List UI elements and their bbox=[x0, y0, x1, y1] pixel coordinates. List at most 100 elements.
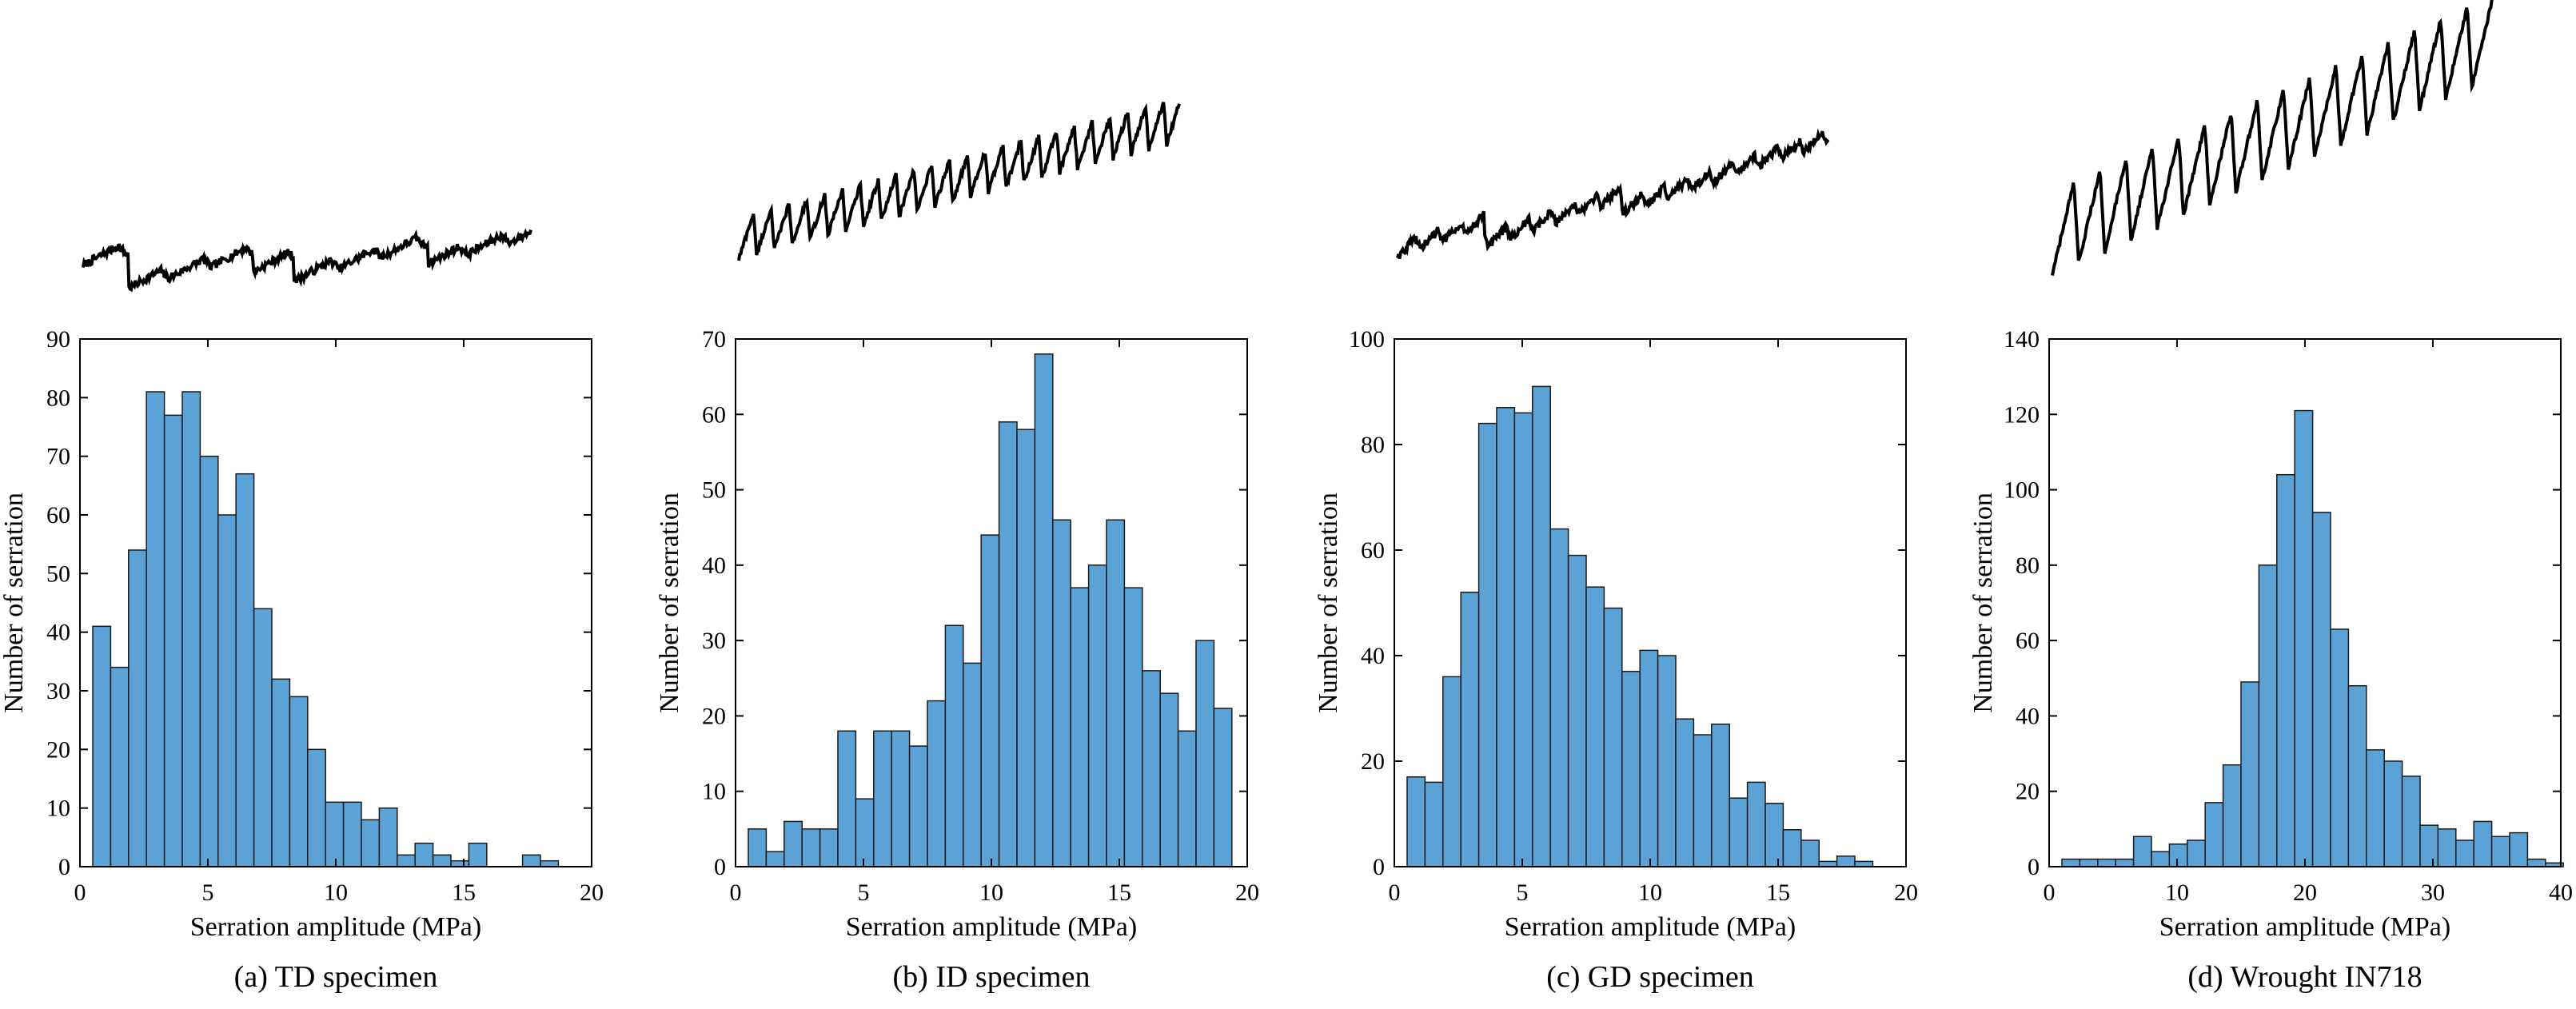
y-tick-label: 40 bbox=[702, 552, 726, 579]
histogram-bar bbox=[927, 700, 947, 867]
panel-c: 0 5 10 15 20 0 20 40 60 80 100 Serration amplitud… bbox=[1314, 128, 1918, 994]
histogram-bar bbox=[217, 514, 237, 867]
histogram-bars-c bbox=[1406, 385, 1874, 867]
y-tick-label: 80 bbox=[2016, 552, 2040, 579]
y-tick-label: 80 bbox=[1361, 432, 1385, 458]
x-tick-label: 20 bbox=[1894, 879, 1918, 906]
panel-caption-a: (a) TD specimen bbox=[234, 960, 438, 994]
histogram-bar bbox=[2509, 832, 2529, 867]
histogram-bar bbox=[146, 391, 165, 867]
y-tick-label: 0 bbox=[2028, 854, 2040, 880]
y-tick-label: 40 bbox=[2016, 703, 2040, 729]
y-tick-label: 60 bbox=[702, 401, 726, 428]
histogram-bar bbox=[92, 625, 112, 867]
histogram-bar bbox=[163, 414, 183, 867]
histogram-bar bbox=[1034, 353, 1054, 867]
histogram-bar bbox=[1603, 607, 1623, 867]
histogram-bar bbox=[801, 828, 821, 867]
histogram-bar bbox=[1460, 592, 1480, 867]
y-tick-label: 120 bbox=[2004, 401, 2040, 428]
x-ticks-d: 0 10 20 30 40 bbox=[2044, 339, 2573, 906]
histogram-bar bbox=[235, 473, 255, 867]
histogram-bar bbox=[2168, 843, 2188, 867]
histogram-bar bbox=[1513, 412, 1533, 867]
x-tick-label: 15 bbox=[452, 879, 476, 906]
x-tick-label: 20 bbox=[580, 879, 604, 906]
histogram-bar bbox=[271, 678, 291, 867]
x-tick-label: 0 bbox=[2044, 879, 2056, 906]
histogram-bar bbox=[837, 730, 857, 867]
x-tick-label: 20 bbox=[1235, 879, 1259, 906]
x-tick-label: 10 bbox=[2165, 879, 2189, 906]
histogram-bar bbox=[2294, 409, 2314, 867]
panel-caption-d: (d) Wrought IN718 bbox=[2187, 960, 2422, 994]
histogram-bar bbox=[2473, 820, 2493, 867]
histogram-bar bbox=[468, 842, 488, 867]
y-tick-label: 0 bbox=[1373, 854, 1385, 880]
panel-caption-c: (c) GD specimen bbox=[1546, 960, 1754, 994]
histogram-bar bbox=[1836, 855, 1856, 867]
y-tick-label: 90 bbox=[46, 326, 70, 353]
histogram-bar bbox=[1782, 829, 1802, 867]
histogram-bar bbox=[1195, 640, 1215, 867]
histogram-bar bbox=[1070, 587, 1090, 867]
y-tick-label: 0 bbox=[58, 854, 70, 880]
x-tick-label: 0 bbox=[1389, 879, 1401, 906]
histogram-bar bbox=[1177, 730, 1197, 867]
y-tick-label: 70 bbox=[46, 444, 70, 470]
histogram-bars-d bbox=[2061, 409, 2564, 867]
y-tick-label: 10 bbox=[702, 779, 726, 805]
histogram-bar bbox=[748, 828, 768, 867]
stress-trace-c bbox=[1396, 128, 1830, 259]
y-tick-label: 100 bbox=[2004, 477, 2040, 504]
stress-trace-b bbox=[737, 102, 1181, 261]
histogram-bar bbox=[1142, 670, 1161, 867]
histogram-bar bbox=[2258, 564, 2278, 867]
panel-b: 0 5 10 15 20 0 10 20 30 40 50 60 70 Serration ampli… bbox=[655, 102, 1259, 994]
histogram-bar bbox=[1729, 797, 1749, 867]
y-tick-label: 30 bbox=[46, 678, 70, 704]
histogram-bar bbox=[2490, 836, 2510, 867]
stress-trace-d bbox=[2051, 0, 2494, 276]
x-tick-label: 5 bbox=[202, 879, 214, 906]
histogram-bar bbox=[128, 549, 147, 867]
histogram-bar bbox=[2187, 840, 2206, 867]
histogram-bar bbox=[819, 828, 839, 867]
histogram-bar bbox=[1159, 692, 1179, 867]
histogram-bar bbox=[1406, 776, 1426, 867]
histogram-bar bbox=[2401, 776, 2421, 867]
histogram-bar bbox=[1621, 671, 1641, 867]
y-axis-label-a: Number of serration bbox=[0, 493, 29, 713]
histogram-bar bbox=[110, 666, 130, 867]
histogram-bar bbox=[1711, 724, 1730, 867]
histogram-bar bbox=[1496, 407, 1516, 867]
histogram-bar bbox=[908, 745, 928, 867]
histogram-bar bbox=[2204, 802, 2224, 867]
histogram-bar bbox=[342, 801, 362, 867]
histogram-bar bbox=[1675, 718, 1695, 867]
x-tick-label: 10 bbox=[1638, 879, 1662, 906]
x-axis-label-d: Serration amplitude (MPa) bbox=[2159, 912, 2450, 942]
x-tick-label: 10 bbox=[324, 879, 348, 906]
histogram-bar bbox=[1087, 564, 1107, 867]
histogram-bar bbox=[397, 854, 416, 867]
histogram-bar bbox=[1106, 519, 1126, 867]
y-tick-label: 100 bbox=[1349, 326, 1385, 353]
histogram-bar bbox=[2330, 628, 2350, 867]
y-tick-label: 40 bbox=[1361, 643, 1385, 669]
histogram-bar bbox=[2437, 828, 2457, 867]
histogram-bar bbox=[2061, 858, 2081, 867]
histogram-bar bbox=[1746, 781, 1766, 867]
histogram-bar bbox=[2347, 684, 2367, 867]
y-tick-label: 20 bbox=[702, 703, 726, 729]
histogram-bar bbox=[1016, 429, 1036, 867]
histogram-bar bbox=[963, 662, 982, 867]
histogram-bar bbox=[2240, 681, 2260, 867]
histogram-bar bbox=[765, 851, 785, 867]
x-axis-label-c: Serration amplitude (MPa) bbox=[1505, 912, 1796, 942]
histogram-bar bbox=[1693, 734, 1713, 867]
stress-trace-a bbox=[82, 228, 532, 293]
x-tick-label: 0 bbox=[74, 879, 86, 906]
histogram-bar bbox=[361, 819, 381, 867]
